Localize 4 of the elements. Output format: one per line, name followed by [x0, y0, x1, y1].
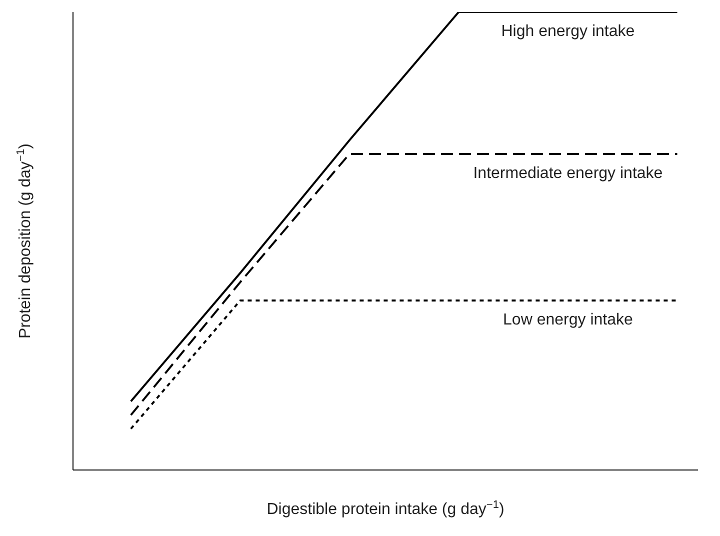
series-label: High energy intake	[501, 23, 635, 40]
x-axis-title: Digestible protein intake (g day$^{−1}$)	[266, 499, 504, 518]
series-label: Low energy intake	[503, 312, 634, 329]
series-label: Intermediate energy intake	[473, 164, 663, 182]
